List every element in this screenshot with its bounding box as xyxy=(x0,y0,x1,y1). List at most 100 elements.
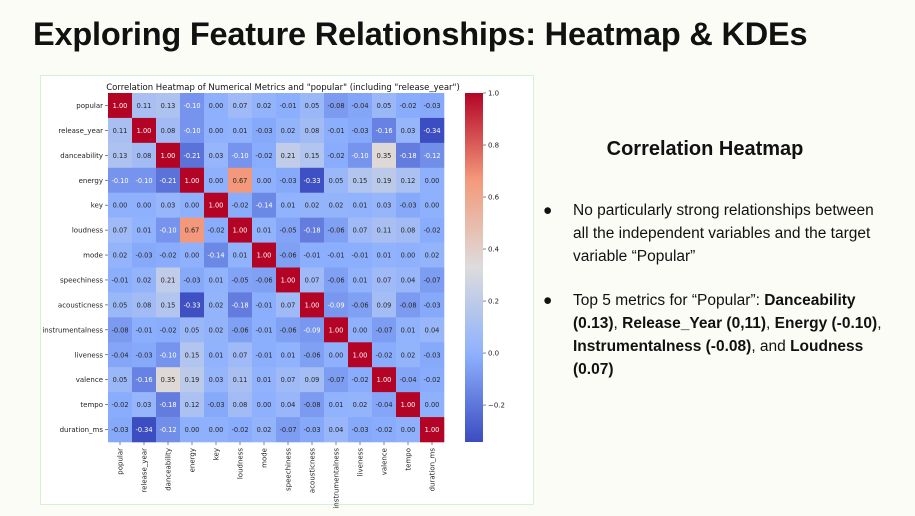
cell-value-label: 1.00 xyxy=(113,102,128,110)
heatmap-cell xyxy=(228,242,253,268)
heatmap-cell xyxy=(348,142,373,169)
y-tick-label: energy xyxy=(79,177,103,185)
cell-value-label: 0.00 xyxy=(209,102,224,110)
heatmap-cell xyxy=(204,367,229,393)
cell-value-label: -0.01 xyxy=(279,102,296,110)
cell-value-label: 0.04 xyxy=(401,276,416,284)
cell-value-label: 0.09 xyxy=(305,376,320,384)
x-tick-label: tempo xyxy=(405,448,413,471)
cell-value-label: 0.15 xyxy=(185,351,200,359)
cell-value-label: 0.08 xyxy=(305,127,320,135)
cell-value-label: -0.14 xyxy=(255,202,272,210)
cell-value-label: -0.03 xyxy=(423,301,440,309)
heatmap-cell xyxy=(300,392,325,418)
cell-value-label: 0.01 xyxy=(281,202,296,210)
heatmap-cell xyxy=(372,267,397,293)
cell-value-label: -0.03 xyxy=(183,276,200,284)
y-tick-label: valence xyxy=(76,376,103,384)
heatmap-cell xyxy=(108,142,133,169)
heatmap-cell xyxy=(348,167,373,194)
cell-value-label: 0.03 xyxy=(209,152,224,160)
cell-value-label: -0.04 xyxy=(375,401,392,409)
cell-value-label: 0.00 xyxy=(257,177,272,185)
heatmap-cell xyxy=(180,417,205,443)
cell-value-label: -0.02 xyxy=(231,202,248,210)
bullet-text: No particularly strong relationships bet… xyxy=(573,199,893,268)
x-tick-label: loudness xyxy=(237,448,245,479)
cell-value-label: 0.12 xyxy=(401,177,416,185)
cell-value-label: 0.00 xyxy=(209,127,224,135)
heatmap-cell xyxy=(204,267,229,293)
cell-value-label: 0.02 xyxy=(305,202,320,210)
heatmap-cell xyxy=(132,292,157,318)
heatmap-cell xyxy=(108,117,133,144)
heatmap-cell xyxy=(300,117,325,144)
heatmap-cell xyxy=(228,317,253,343)
cell-value-label: -0.10 xyxy=(159,351,176,359)
cell-value-label: 0.02 xyxy=(113,252,128,260)
cell-value-label: -0.04 xyxy=(399,376,416,384)
cell-value-label: 1.00 xyxy=(209,202,224,210)
cell-value-label: 1.00 xyxy=(377,376,392,384)
heatmap-figure: Correlation Heatmap of Numerical Metrics… xyxy=(40,75,534,509)
cell-value-label: 0.05 xyxy=(185,326,200,334)
bullet-segment: , xyxy=(766,315,775,332)
bullet-icon: ● xyxy=(543,202,553,219)
heatmap-cell xyxy=(252,267,277,293)
cell-value-label: -0.03 xyxy=(255,127,272,135)
heatmap-cell xyxy=(252,417,277,443)
heatmap-cell xyxy=(324,417,349,443)
cell-value-label: 0.07 xyxy=(377,276,392,284)
cell-value-label: 0.00 xyxy=(257,401,272,409)
colorbar-tick-label: 0.4 xyxy=(488,246,500,254)
cell-value-label: 0.01 xyxy=(401,326,416,334)
heatmap-cell xyxy=(204,392,229,418)
x-tick-label: danceability xyxy=(165,448,173,491)
cell-value-label: -0.06 xyxy=(303,351,320,359)
heatmap-cell xyxy=(252,192,277,218)
heatmap-cell xyxy=(252,117,277,144)
cell-value-label: 1.00 xyxy=(425,426,440,434)
cell-value-label: 1.00 xyxy=(281,276,296,284)
heatmap-cell xyxy=(276,167,301,194)
cell-value-label: -0.06 xyxy=(279,252,296,260)
cell-value-label: -0.05 xyxy=(231,276,248,284)
bullet-emphasis: Loudness (0.07) xyxy=(573,338,864,378)
heatmap-cell xyxy=(228,167,253,194)
heatmap-cell xyxy=(180,367,205,393)
cell-value-label: -0.07 xyxy=(279,426,296,434)
cell-value-label: 0.04 xyxy=(425,326,440,334)
cell-value-label: -0.01 xyxy=(327,252,344,260)
cell-value-label: 0.02 xyxy=(425,252,440,260)
cell-value-label: -0.10 xyxy=(351,152,368,160)
y-tick-label: popular xyxy=(76,102,103,110)
y-tick-label: liveness xyxy=(75,351,104,359)
heatmap-cell xyxy=(108,217,133,243)
heatmap-cell xyxy=(252,367,277,393)
cell-value-label: -0.10 xyxy=(111,177,128,185)
cell-value-label: -0.04 xyxy=(111,351,128,359)
heatmap-cell xyxy=(348,117,373,144)
heatmap-cell xyxy=(300,167,325,194)
cell-value-label: -0.34 xyxy=(423,127,440,135)
heatmap-cell xyxy=(276,317,301,343)
bullet-icon: ● xyxy=(543,292,553,309)
heatmap-cell xyxy=(156,142,181,169)
heatmap-cell xyxy=(420,342,445,368)
cell-value-label: 1.00 xyxy=(305,301,320,309)
heatmap-cell xyxy=(324,367,349,393)
cell-value-label: 0.05 xyxy=(329,177,344,185)
heatmap-cell xyxy=(420,93,445,119)
heatmap-cell xyxy=(132,317,157,343)
heatmap-cell xyxy=(276,242,301,268)
cell-value-label: -0.34 xyxy=(135,426,152,434)
heatmap-cell xyxy=(324,317,349,343)
cell-value-label: 0.08 xyxy=(233,401,248,409)
cell-value-label: -0.08 xyxy=(399,301,416,309)
heatmap-cell xyxy=(108,417,133,443)
heatmap-cell xyxy=(372,417,397,443)
heatmap-cell xyxy=(420,167,445,194)
x-tick-label: instrumentalness xyxy=(333,448,341,509)
heatmap-cell xyxy=(300,342,325,368)
cell-value-label: -0.02 xyxy=(375,426,392,434)
